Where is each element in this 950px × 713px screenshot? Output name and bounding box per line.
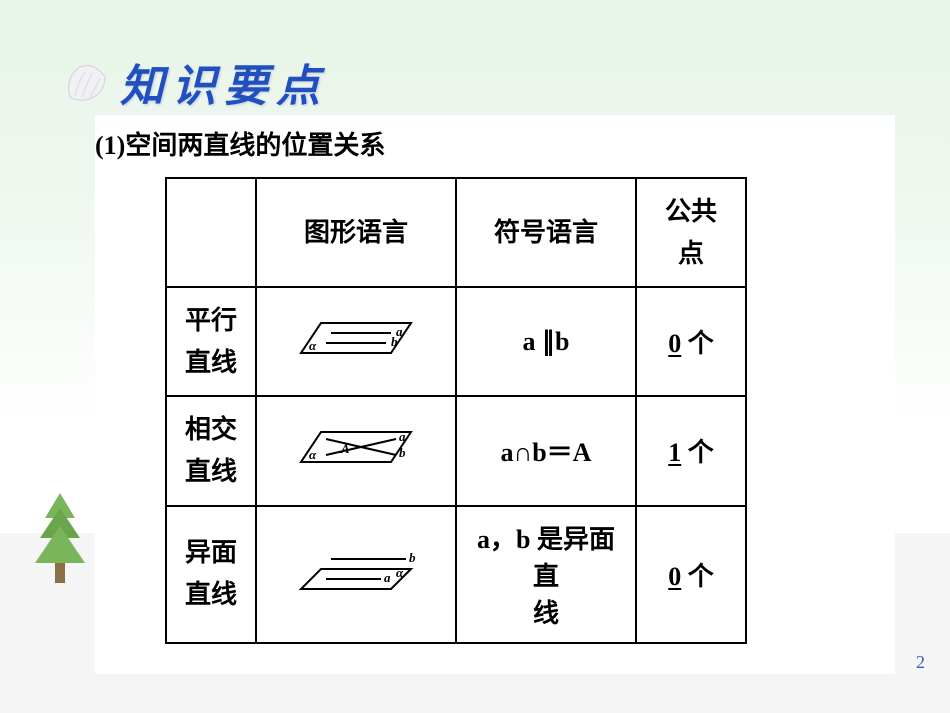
points-suffix: 个 — [681, 329, 714, 358]
svg-text:A: A — [340, 441, 350, 456]
points-num: 0 — [668, 329, 681, 358]
label-text: 相交 — [185, 415, 237, 444]
svg-text:a: a — [384, 570, 391, 585]
points-suffix: 个 — [681, 438, 714, 467]
svg-text:α: α — [309, 447, 317, 462]
header-points: 公共 点 — [636, 178, 746, 287]
points-skew: 0 个 — [636, 506, 746, 643]
table-header-row: 图形语言 符号语言 公共 点 — [166, 178, 746, 287]
header-points-l2: 点 — [678, 239, 704, 268]
label-text: 直线 — [185, 580, 237, 609]
relations-table: 图形语言 符号语言 公共 点 平行 直线 a b α — [165, 177, 747, 644]
header-symbol: 符号语言 — [456, 178, 636, 287]
table-row: 平行 直线 a b α a ∥b 0 个 — [166, 287, 746, 396]
diagram-intersect: a b A α — [256, 396, 456, 505]
symbol-text: 线 — [533, 599, 559, 628]
row-label-intersect: 相交 直线 — [166, 396, 256, 505]
diagram-parallel: a b α — [256, 287, 456, 396]
svg-text:α: α — [309, 338, 317, 353]
svg-text:b: b — [399, 445, 406, 460]
label-text: 直线 — [185, 348, 237, 377]
svg-text:α: α — [396, 565, 404, 580]
label-text: 平行 — [185, 306, 237, 335]
points-suffix: 个 — [681, 562, 714, 591]
points-intersect: 1 个 — [636, 396, 746, 505]
tree-decoration — [30, 488, 90, 593]
points-num: 0 — [668, 562, 681, 591]
points-num: 1 — [668, 438, 681, 467]
label-text: 直线 — [185, 457, 237, 486]
svg-text:b: b — [391, 334, 398, 349]
table-row: 相交 直线 a b A α a∩b＝A 1 个 — [166, 396, 746, 505]
subtitle: (1)空间两直线的位置关系 — [95, 125, 895, 162]
page-title: 知识要点 — [120, 50, 328, 114]
diagram-skew: b a α — [256, 506, 456, 643]
header-graphic: 图形语言 — [256, 178, 456, 287]
label-text: 异面 — [185, 538, 237, 567]
symbol-intersect: a∩b＝A — [456, 396, 636, 505]
symbol-text: a，b 是异面直 — [477, 525, 615, 591]
shell-icon — [60, 57, 110, 107]
symbol-parallel: a ∥b — [456, 287, 636, 396]
svg-text:b: b — [409, 550, 416, 565]
content-panel: (1)空间两直线的位置关系 图形语言 符号语言 公共 点 平行 直线 a — [95, 115, 895, 674]
symbol-skew: a，b 是异面直 线 — [456, 506, 636, 643]
header-points-l1: 公共 — [665, 197, 717, 226]
row-label-parallel: 平行 直线 — [166, 287, 256, 396]
row-label-skew: 异面 直线 — [166, 506, 256, 643]
header-blank — [166, 178, 256, 287]
title-section: 知识要点 — [60, 50, 328, 114]
points-parallel: 0 个 — [636, 287, 746, 396]
page-number: 2 — [916, 652, 925, 673]
svg-text:a: a — [399, 429, 406, 444]
table-row: 异面 直线 b a α a，b 是异面直 线 0 个 — [166, 506, 746, 643]
